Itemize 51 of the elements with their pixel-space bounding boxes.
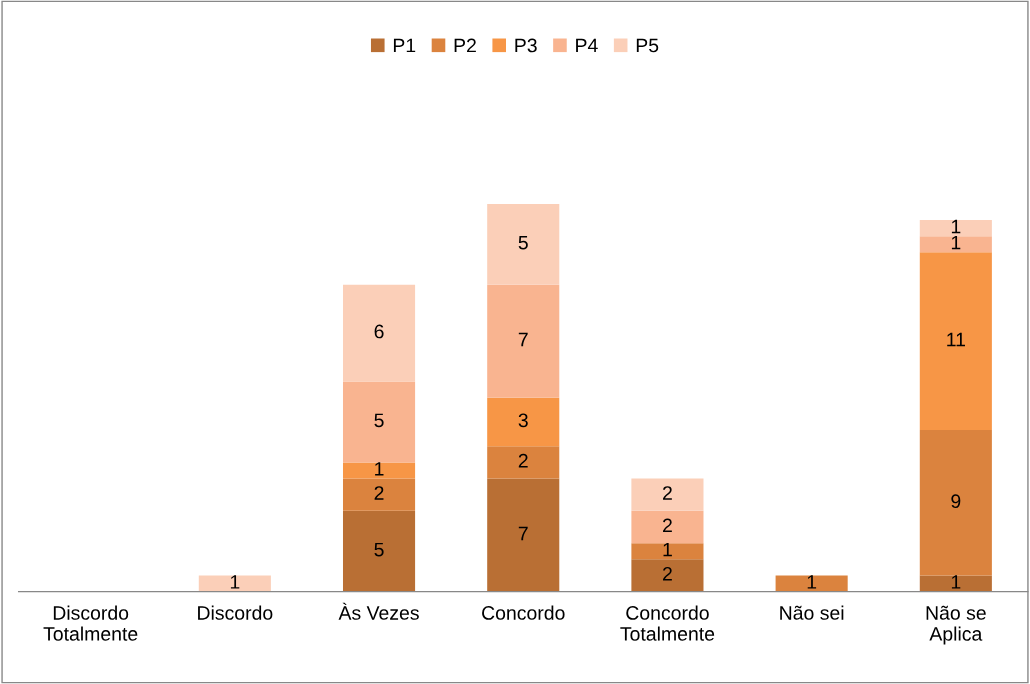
bar (919, 252, 992, 431)
data-label: 1 (951, 575, 961, 589)
x-tick-label: Não se Aplica (926, 605, 986, 645)
data-label: 3 (518, 413, 528, 428)
x-tick-label: Concordo (482, 605, 565, 620)
legend-label: P1 (393, 38, 416, 53)
legend-label: P3 (515, 38, 537, 53)
data-label: 2 (663, 518, 672, 533)
bar (631, 510, 704, 544)
bar (631, 478, 704, 511)
bar (487, 478, 560, 592)
bar (342, 478, 416, 511)
bar (342, 462, 416, 479)
data-label: 1 (807, 575, 817, 589)
bar (487, 397, 560, 447)
bar (631, 559, 704, 592)
bar (342, 284, 416, 382)
legend-label: P2 (454, 38, 476, 53)
data-label: 7 (518, 526, 528, 541)
x-tick-label: Às Vezes (338, 602, 419, 620)
x-tick-label: Não sei (780, 605, 844, 620)
data-label: 11 (947, 332, 965, 347)
bar (487, 284, 560, 398)
legend-label: P5 (636, 38, 659, 53)
data-label: 2 (663, 486, 672, 500)
x-tick-label: Discordo (198, 605, 273, 620)
bar (919, 236, 992, 253)
data-label: 5 (374, 413, 384, 428)
x-tick-label: Concordo Totalmente (620, 605, 715, 641)
data-label: 7 (518, 332, 528, 347)
data-label: 1 (663, 542, 672, 557)
data-label: 2 (663, 566, 672, 581)
bar (342, 381, 416, 463)
bar (631, 543, 704, 560)
data-label: 5 (374, 542, 384, 557)
x-tick-label: Discordo Totalmente (43, 605, 138, 641)
data-label: 1 (375, 462, 384, 476)
data-label: 2 (518, 453, 528, 468)
data-label: 1 (230, 575, 240, 589)
data-label: 9 (951, 494, 961, 509)
data-label: 1 (951, 219, 961, 234)
bar (342, 510, 416, 592)
bar (487, 203, 560, 285)
bar (919, 430, 992, 576)
bar (487, 446, 560, 479)
data-label: 6 (374, 324, 384, 339)
data-label: 1 (951, 235, 961, 250)
data-label: 5 (518, 235, 528, 250)
data-label: 2 (374, 486, 384, 500)
legend-label: P4 (576, 38, 598, 53)
bar (919, 220, 992, 237)
